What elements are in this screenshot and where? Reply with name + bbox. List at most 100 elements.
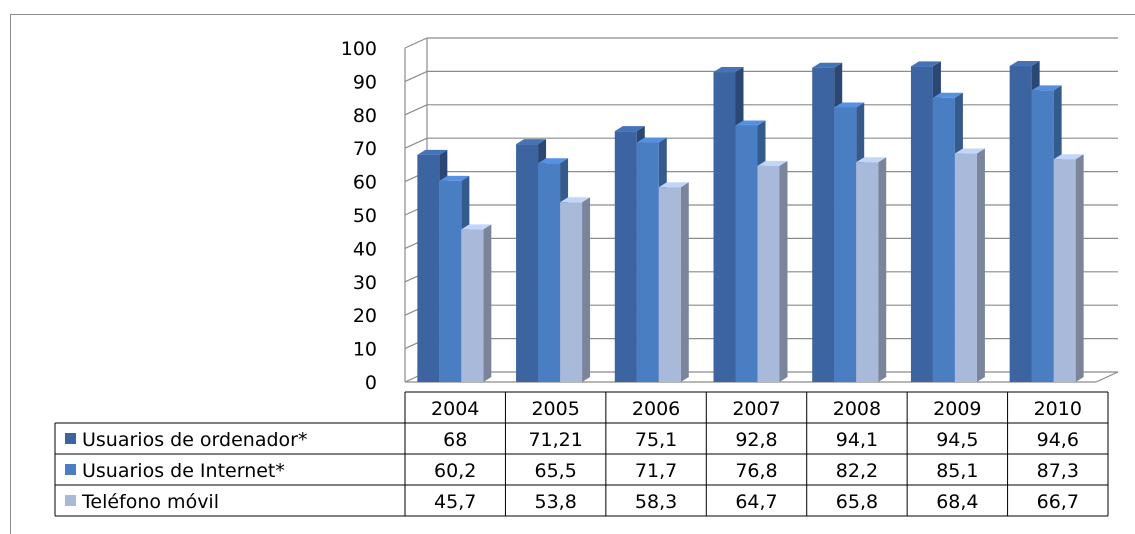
data-label-2-2004: 45,7 [434,491,476,513]
bar-top-1-2004 [439,175,470,181]
y-tick-label-70: 70 [353,138,377,160]
x-tick-label-2010: 2010 [1034,398,1082,420]
data-label-1-2010: 87,3 [1037,460,1079,482]
y-tick-label-80: 80 [353,105,377,127]
bar-side-2-2006 [680,182,689,382]
floor-right-edge [1095,371,1119,383]
data-label-0-2004: 68 [443,429,467,451]
legend-label-1: Usuarios de Internet* [82,460,285,482]
data-label-0-2009: 94,5 [936,429,978,451]
data-label-0-2006: 75,1 [635,429,677,451]
data-label-1-2006: 71,7 [635,460,677,482]
x-tick-label-2008: 2008 [833,398,881,420]
gridline-side-80 [404,104,428,116]
bar-1-2005 [538,163,561,382]
data-label-0-2007: 92,8 [735,429,777,451]
y-tick-label-100: 100 [341,38,377,60]
bar-2-2006 [658,187,681,382]
bar-side-2-2007 [779,160,788,382]
y-tick-label-40: 40 [353,238,377,260]
y-tick-label-0: 0 [365,372,377,394]
x-tick-label-2006: 2006 [632,398,680,420]
data-label-2-2007: 64,7 [735,491,777,513]
data-label-2-2008: 65,8 [836,491,878,513]
bar-top-1-2009 [932,92,963,98]
bar-side-2-2005 [582,197,591,382]
bar-top-0-2005 [516,139,547,145]
bar-2-2008 [856,162,879,382]
bar-top-1-2005 [538,158,569,164]
bar-2-2009 [954,153,977,382]
bar-1-2004 [439,180,462,382]
bar-side-2-2009 [976,148,985,382]
bar-0-2010 [1009,66,1032,382]
y-tick-label-50: 50 [353,205,377,227]
bar-side-2-2008 [878,157,887,382]
y-tick-label-30: 30 [353,272,377,294]
bar-0-2006 [614,131,637,382]
bar-top-2-2006 [658,182,689,188]
bar-top-2-2004 [461,224,492,230]
bar-1-2010 [1031,90,1054,382]
data-label-1-2005: 65,5 [534,460,576,482]
gridline-side-70 [404,137,428,149]
bar-0-2009 [910,66,933,383]
data-label-2-2010: 66,7 [1037,491,1079,513]
y-tick-label-10: 10 [353,339,377,361]
x-tick-label-2005: 2005 [531,398,579,420]
data-label-0-2008: 94,1 [836,429,878,451]
bar-top-0-2008 [812,62,843,68]
bar-top-1-2007 [735,120,766,126]
legend-swatch-2 [65,495,76,506]
bar-1-2008 [834,107,857,383]
bar-top-2-2010 [1053,154,1084,160]
bar-top-1-2008 [834,102,865,108]
legend-label-2: Teléfono móvil [81,491,219,513]
data-label-1-2009: 85,1 [936,460,978,482]
bar-2-2005 [560,202,583,382]
data-label-1-2007: 76,8 [735,460,777,482]
bar-0-2008 [812,67,835,383]
data-label-1-2008: 82,2 [836,460,878,482]
y-tick-label-20: 20 [353,305,377,327]
bar-0-2007 [713,72,736,382]
data-label-0-2005: 71,21 [528,429,582,451]
bar-2-2007 [757,165,780,382]
bar-1-2009 [932,97,955,383]
bar-top-0-2006 [614,126,645,132]
gridline-side-90 [404,70,428,82]
bar-side-2-2004 [483,224,492,382]
legend-label-0: Usuarios de ordenador* [82,429,307,451]
bar-top-1-2010 [1031,85,1062,91]
x-tick-label-2004: 2004 [431,398,479,420]
y-tick-label-60: 60 [353,172,377,194]
bar-top-2-2009 [954,148,985,154]
legend-swatch-1 [65,464,76,475]
bar-0-2005 [516,144,539,382]
bar-2-2010 [1053,159,1076,382]
bar-top-0-2010 [1009,61,1040,67]
bar-1-2006 [636,142,659,382]
bar-top-0-2009 [910,61,941,67]
bar-2-2004 [461,229,484,382]
x-tick-label-2009: 2009 [933,398,981,420]
bar-top-2-2007 [757,160,788,166]
legend-swatch-0 [65,433,76,444]
data-label-1-2004: 60,2 [434,460,476,482]
y-tick-label-90: 90 [353,71,377,93]
gridline-side-100 [404,37,428,49]
bar-0-2004 [417,154,440,382]
chart-frame [10,14,1135,534]
bar-top-0-2007 [713,67,744,73]
x-tick-label-2007: 2007 [732,398,780,420]
bar-top-1-2006 [636,137,667,143]
bar-top-2-2008 [856,157,887,163]
data-label-0-2010: 94,6 [1037,429,1079,451]
bar-1-2007 [735,125,758,382]
bar-side-2-2010 [1075,154,1084,382]
data-label-2-2005: 53,8 [534,491,576,513]
bar-top-0-2004 [417,149,448,155]
data-label-2-2006: 58,3 [635,491,677,513]
bar-top-2-2005 [560,197,591,203]
